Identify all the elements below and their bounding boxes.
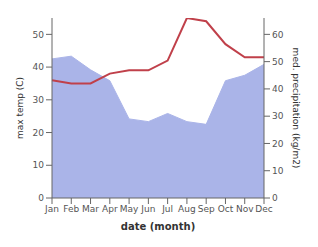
svg-text:max temp (C): max temp (C) (15, 77, 25, 139)
svg-text:20: 20 (272, 139, 284, 149)
svg-text:50: 50 (272, 57, 284, 67)
svg-text:20: 20 (33, 128, 45, 138)
svg-text:0: 0 (38, 193, 44, 203)
svg-text:May: May (120, 204, 139, 214)
svg-text:Jul: Jul (161, 204, 173, 214)
svg-text:40: 40 (33, 62, 45, 72)
svg-text:Mar: Mar (82, 204, 99, 214)
svg-text:med. precipitation (kg/m2): med. precipitation (kg/m2) (291, 48, 301, 169)
svg-text:10: 10 (272, 166, 284, 176)
svg-text:date (month): date (month) (121, 221, 195, 232)
svg-text:Dec: Dec (255, 204, 272, 214)
svg-text:30: 30 (33, 95, 45, 105)
svg-text:50: 50 (33, 30, 45, 40)
svg-text:60: 60 (272, 30, 284, 40)
svg-text:Jun: Jun (140, 204, 155, 214)
svg-text:Nov: Nov (236, 204, 254, 214)
svg-text:Oct: Oct (218, 204, 234, 214)
svg-text:0: 0 (272, 193, 278, 203)
svg-text:Aug: Aug (178, 204, 196, 214)
svg-text:Sep: Sep (198, 204, 215, 214)
svg-text:30: 30 (272, 111, 284, 121)
svg-text:Apr: Apr (102, 204, 118, 214)
svg-text:Jan: Jan (44, 204, 59, 214)
svg-text:40: 40 (272, 84, 284, 94)
svg-text:10: 10 (33, 160, 45, 170)
svg-text:Feb: Feb (63, 204, 79, 214)
